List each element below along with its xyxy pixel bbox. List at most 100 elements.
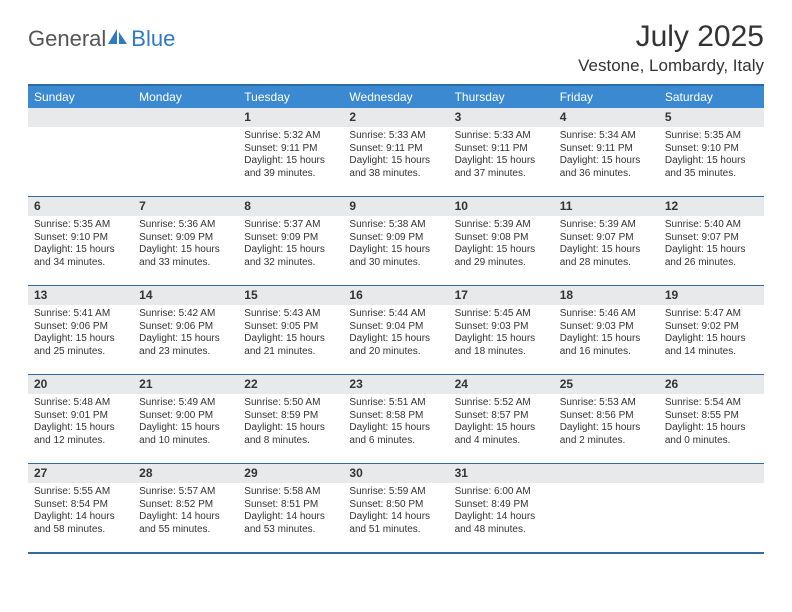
day-cell: 3Sunrise: 5:33 AMSunset: 9:11 PMDaylight… [449, 108, 554, 196]
sunrise-line: Sunrise: 5:59 AM [349, 486, 442, 499]
daylight-line: Daylight: 14 hours and 48 minutes. [455, 511, 548, 536]
day-cell-body: Sunrise: 5:47 AMSunset: 9:02 PMDaylight:… [659, 305, 764, 362]
day-cell-body [28, 127, 133, 134]
sunset-line: Sunset: 8:56 PM [560, 410, 653, 423]
day-number: 22 [244, 377, 257, 391]
sunrise-line: Sunrise: 5:35 AM [665, 130, 758, 143]
day-cell-body [133, 127, 238, 134]
sunset-line: Sunset: 8:54 PM [34, 499, 127, 512]
day-number-bar: 28 [133, 464, 238, 483]
sunrise-line: Sunrise: 5:42 AM [139, 308, 232, 321]
weeks-container: ..1Sunrise: 5:32 AMSunset: 9:11 PMDaylig… [28, 108, 764, 554]
day-number: 10 [455, 199, 468, 213]
day-cell: 15Sunrise: 5:43 AMSunset: 9:05 PMDayligh… [238, 286, 343, 374]
sunset-line: Sunset: 8:51 PM [244, 499, 337, 512]
daylight-line: Daylight: 15 hours and 2 minutes. [560, 422, 653, 447]
sunrise-line: Sunrise: 5:39 AM [455, 219, 548, 232]
day-number: 14 [139, 288, 152, 302]
day-number-bar: 22 [238, 375, 343, 394]
day-number-bar: 17 [449, 286, 554, 305]
day-cell-body: Sunrise: 5:51 AMSunset: 8:58 PMDaylight:… [343, 394, 448, 451]
day-cell-body: Sunrise: 5:41 AMSunset: 9:06 PMDaylight:… [28, 305, 133, 362]
sunrise-line: Sunrise: 5:53 AM [560, 397, 653, 410]
daylight-line: Daylight: 15 hours and 39 minutes. [244, 155, 337, 180]
day-number-bar: 6 [28, 197, 133, 216]
sunrise-line: Sunrise: 5:39 AM [560, 219, 653, 232]
day-number-bar: 2 [343, 108, 448, 127]
week-row: ..1Sunrise: 5:32 AMSunset: 9:11 PMDaylig… [28, 108, 764, 197]
day-number-bar: 23 [343, 375, 448, 394]
sunset-line: Sunset: 9:02 PM [665, 321, 758, 334]
logo-text-blue: Blue [131, 26, 175, 52]
day-number-bar: 3 [449, 108, 554, 127]
day-number-bar: 24 [449, 375, 554, 394]
sunrise-line: Sunrise: 5:40 AM [665, 219, 758, 232]
day-cell: 21Sunrise: 5:49 AMSunset: 9:00 PMDayligh… [133, 375, 238, 463]
sunset-line: Sunset: 9:03 PM [560, 321, 653, 334]
day-cell: 10Sunrise: 5:39 AMSunset: 9:08 PMDayligh… [449, 197, 554, 285]
daylight-line: Daylight: 14 hours and 51 minutes. [349, 511, 442, 536]
day-cell-body: Sunrise: 5:45 AMSunset: 9:03 PMDaylight:… [449, 305, 554, 362]
day-number-bar: 27 [28, 464, 133, 483]
day-number-bar: 13 [28, 286, 133, 305]
day-cell-body: Sunrise: 5:43 AMSunset: 9:05 PMDaylight:… [238, 305, 343, 362]
day-cell-body: Sunrise: 5:54 AMSunset: 8:55 PMDaylight:… [659, 394, 764, 451]
sunset-line: Sunset: 9:05 PM [244, 321, 337, 334]
weekday-header: Monday [133, 86, 238, 108]
sunset-line: Sunset: 9:01 PM [34, 410, 127, 423]
sunset-line: Sunset: 9:10 PM [34, 232, 127, 245]
day-cell-body: Sunrise: 5:35 AMSunset: 9:10 PMDaylight:… [659, 127, 764, 184]
daylight-line: Daylight: 15 hours and 37 minutes. [455, 155, 548, 180]
day-number-bar: . [554, 464, 659, 483]
daylight-line: Daylight: 15 hours and 20 minutes. [349, 333, 442, 358]
daylight-line: Daylight: 15 hours and 10 minutes. [139, 422, 232, 447]
daylight-line: Daylight: 15 hours and 16 minutes. [560, 333, 653, 358]
day-number: 13 [34, 288, 47, 302]
daylight-line: Daylight: 15 hours and 34 minutes. [34, 244, 127, 269]
day-cell-body [659, 483, 764, 490]
sunset-line: Sunset: 9:10 PM [665, 143, 758, 156]
sunrise-line: Sunrise: 6:00 AM [455, 486, 548, 499]
day-cell-body: Sunrise: 5:33 AMSunset: 9:11 PMDaylight:… [449, 127, 554, 184]
day-number: 11 [560, 199, 573, 213]
day-number: 31 [455, 466, 468, 480]
sunset-line: Sunset: 9:00 PM [139, 410, 232, 423]
day-cell: 28Sunrise: 5:57 AMSunset: 8:52 PMDayligh… [133, 464, 238, 552]
day-cell-body: Sunrise: 5:34 AMSunset: 9:11 PMDaylight:… [554, 127, 659, 184]
day-number: 6 [34, 199, 41, 213]
day-cell: 13 Sunrise: 5:41 AMSunset: 9:06 PMDayligh… [28, 286, 133, 374]
day-cell-body: Sunrise: 5:58 AMSunset: 8:51 PMDaylight:… [238, 483, 343, 540]
day-cell: 7Sunrise: 5:36 AMSunset: 9:09 PMDaylight… [133, 197, 238, 285]
day-cell-body: Sunrise: 5:50 AMSunset: 8:59 PMDaylight:… [238, 394, 343, 451]
day-cell-body: Sunrise: 5:37 AMSunset: 9:09 PMDaylight:… [238, 216, 343, 273]
day-number-bar: 11 [554, 197, 659, 216]
empty-cell: . [659, 464, 764, 552]
day-cell: 22 Sunrise: 5:50 AMSunset: 8:59 PMDayligh… [238, 375, 343, 463]
day-cell: 11Sunrise: 5:39 AMSunset: 9:07 PMDayligh… [554, 197, 659, 285]
sunset-line: Sunset: 9:09 PM [139, 232, 232, 245]
weekday-header: Sunday [28, 86, 133, 108]
sunset-line: Sunset: 9:03 PM [455, 321, 548, 334]
header: General Blue July 2025 Vestone, Lombardy… [28, 20, 764, 76]
day-number: 20 [34, 377, 47, 391]
day-number-bar: 8 [238, 197, 343, 216]
day-cell-body: Sunrise: 5:57 AMSunset: 8:52 PMDaylight:… [133, 483, 238, 540]
daylight-line: Daylight: 14 hours and 55 minutes. [139, 511, 232, 536]
day-number-bar: 7 [133, 197, 238, 216]
sunrise-line: Sunrise: 5:54 AM [665, 397, 758, 410]
sunset-line: Sunset: 9:11 PM [560, 143, 653, 156]
day-number: 24 [455, 377, 468, 391]
sunrise-line: Sunrise: 5:51 AM [349, 397, 442, 410]
day-cell: 2Sunrise: 5:33 AMSunset: 9:11 PMDaylight… [343, 108, 448, 196]
daylight-line: Daylight: 15 hours and 30 minutes. [349, 244, 442, 269]
day-number-bar: . [659, 464, 764, 483]
day-number-bar: 9 [343, 197, 448, 216]
title-block: July 2025 Vestone, Lombardy, Italy [578, 20, 764, 76]
sunrise-line: Sunrise: 5:38 AM [349, 219, 442, 232]
day-number-bar: 15 [238, 286, 343, 305]
empty-cell: . [554, 464, 659, 552]
day-number: 25 [560, 377, 573, 391]
sunset-line: Sunset: 9:09 PM [349, 232, 442, 245]
day-cell-body: Sunrise: 5:52 AMSunset: 8:57 PMDaylight:… [449, 394, 554, 451]
day-cell-body: Sunrise: 5:55 AMSunset: 8:54 PMDaylight:… [28, 483, 133, 540]
